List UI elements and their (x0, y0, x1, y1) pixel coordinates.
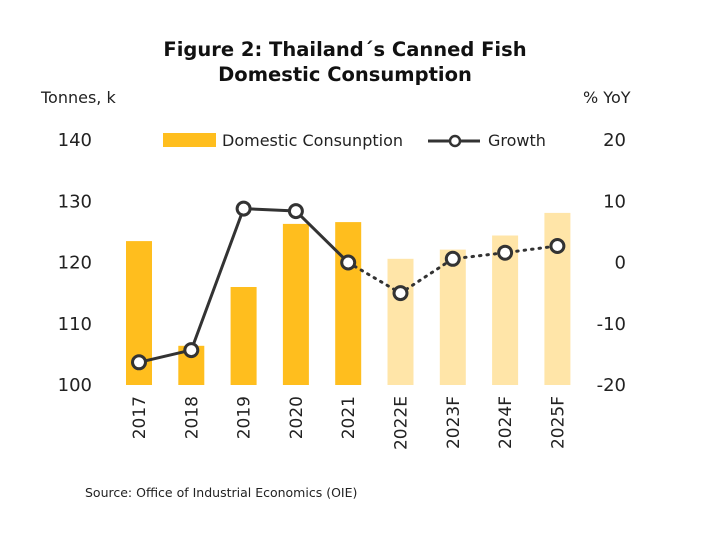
legend-bar-label: Domestic Consunption (222, 131, 403, 150)
growth-point-2018 (183, 342, 200, 359)
bar-series (126, 212, 571, 385)
growth-point-2020 (287, 203, 304, 220)
bar-2023F (439, 249, 466, 385)
y-right-tick: 0 (615, 253, 626, 274)
y-left-tick: 140 (58, 130, 92, 151)
x-tick-2021: 2021 (339, 396, 359, 439)
source-note: Source: Office of Industrial Economics (… (85, 485, 357, 500)
growth-point-2025F (549, 238, 566, 254)
x-tick-2024F: 2024F (496, 396, 516, 449)
y-left-tick: 110 (58, 314, 92, 335)
x-axis-ticks: 2017 2018 2019 2020 2021 2022E 2023F 2024F 2025F (130, 396, 568, 450)
growth-point-2017 (131, 354, 147, 371)
x-tick-2022E: 2022E (392, 396, 412, 450)
y-left-tick: 130 (58, 191, 92, 212)
x-tick-2018: 2018 (182, 396, 202, 439)
bar-2021 (335, 222, 362, 385)
y-left-ticks: 100 110 120 130 140 (58, 130, 92, 396)
growth-point-2019 (235, 200, 252, 217)
legend-line-marker (448, 134, 462, 148)
legend: Domestic Consunption Growth (163, 131, 546, 150)
growth-point-2024F (497, 244, 514, 261)
y-left-unit-label: Tonnes, k (40, 88, 116, 107)
growth-point-2022E (392, 285, 409, 302)
growth-point-2023F (444, 250, 461, 267)
y-right-unit-label: % YoY (583, 88, 631, 107)
growth-line-series (131, 200, 566, 371)
x-tick-2023F: 2023F (444, 396, 464, 449)
y-right-tick: -20 (597, 375, 626, 396)
legend-bar-swatch (163, 133, 216, 147)
x-tick-2019: 2019 (235, 396, 255, 439)
y-right-tick: -10 (597, 314, 626, 335)
y-left-tick: 100 (58, 375, 92, 396)
growth-line-forecast (346, 244, 559, 295)
y-right-tick: 10 (603, 191, 626, 212)
chart-title-line-2: Domestic Consumption (218, 63, 472, 86)
legend-line-label: Growth (488, 131, 546, 150)
bar-2019 (230, 287, 257, 385)
x-tick-2020: 2020 (287, 396, 307, 439)
bar-2022E (387, 258, 414, 385)
x-tick-2025F: 2025F (548, 396, 568, 449)
y-right-tick: 20 (603, 130, 626, 151)
growth-point-2021 (340, 254, 357, 271)
x-tick-2017: 2017 (130, 396, 150, 439)
y-left-tick: 120 (58, 253, 92, 274)
y-right-ticks: -20 -10 0 10 20 (597, 130, 626, 396)
bar-2020 (282, 223, 309, 385)
chart-title-line-1: Figure 2: Thailand´s Canned Fish (163, 38, 526, 61)
